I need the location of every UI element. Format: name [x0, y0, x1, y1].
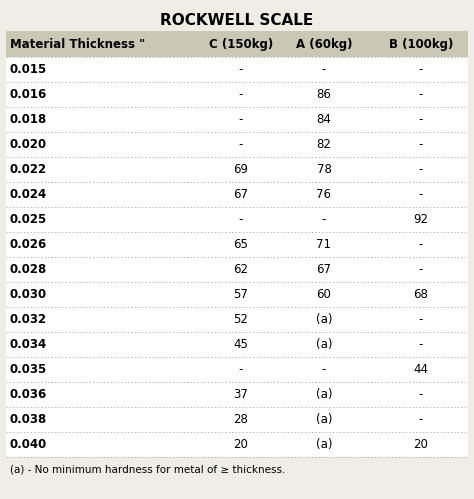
Text: 0.036: 0.036 — [10, 388, 47, 401]
Text: 78: 78 — [317, 163, 331, 176]
Text: A (60kg): A (60kg) — [296, 37, 352, 50]
Text: -: - — [419, 388, 423, 401]
Text: 84: 84 — [317, 113, 331, 126]
Text: 20: 20 — [234, 438, 248, 451]
Text: 0.026: 0.026 — [10, 238, 47, 251]
Text: 71: 71 — [317, 238, 331, 251]
Text: -: - — [419, 313, 423, 326]
Text: -: - — [322, 363, 326, 376]
Text: 67: 67 — [234, 188, 248, 201]
Text: Material Thickness ": Material Thickness " — [10, 37, 145, 50]
Text: 0.015: 0.015 — [10, 63, 47, 76]
Text: 0.022: 0.022 — [10, 163, 47, 176]
Text: ROCKWELL SCALE: ROCKWELL SCALE — [160, 13, 314, 28]
Text: 44: 44 — [413, 363, 428, 376]
Text: -: - — [239, 63, 243, 76]
Text: -: - — [419, 413, 423, 426]
Text: 82: 82 — [317, 138, 331, 151]
Text: 45: 45 — [234, 338, 248, 351]
Text: 0.024: 0.024 — [10, 188, 47, 201]
Text: -: - — [239, 88, 243, 101]
Text: 67: 67 — [317, 263, 331, 276]
Text: 0.025: 0.025 — [10, 213, 47, 226]
Text: (a): (a) — [316, 313, 332, 326]
Text: -: - — [239, 138, 243, 151]
Text: 0.038: 0.038 — [10, 413, 47, 426]
Text: 28: 28 — [234, 413, 248, 426]
Bar — [6, 31, 468, 57]
Text: 60: 60 — [317, 288, 331, 301]
Text: 0.032: 0.032 — [10, 313, 47, 326]
Text: 0.028: 0.028 — [10, 263, 47, 276]
Text: 65: 65 — [234, 238, 248, 251]
Text: 0.016: 0.016 — [10, 88, 47, 101]
Text: -: - — [322, 63, 326, 76]
Text: -: - — [419, 238, 423, 251]
Text: -: - — [322, 213, 326, 226]
Text: -: - — [239, 363, 243, 376]
Text: C (150kg): C (150kg) — [209, 37, 273, 50]
Bar — [6, 57, 468, 457]
Text: -: - — [419, 163, 423, 176]
Text: B (100kg): B (100kg) — [389, 37, 453, 50]
Text: -: - — [419, 138, 423, 151]
Text: -: - — [419, 188, 423, 201]
Text: (a): (a) — [316, 338, 332, 351]
Text: (a): (a) — [316, 388, 332, 401]
Text: 0.034: 0.034 — [10, 338, 47, 351]
Text: 0.040: 0.040 — [10, 438, 47, 451]
Text: 0.018: 0.018 — [10, 113, 47, 126]
Text: 57: 57 — [234, 288, 248, 301]
Text: -: - — [419, 263, 423, 276]
Text: 76: 76 — [317, 188, 331, 201]
Text: -: - — [419, 113, 423, 126]
Text: (a) - No minimum hardness for metal of ≥ thickness.: (a) - No minimum hardness for metal of ≥… — [10, 465, 285, 475]
Text: -: - — [239, 213, 243, 226]
Text: 0.030: 0.030 — [10, 288, 47, 301]
Text: 69: 69 — [234, 163, 248, 176]
Text: 0.035: 0.035 — [10, 363, 47, 376]
Text: 37: 37 — [234, 388, 248, 401]
Text: 62: 62 — [234, 263, 248, 276]
Text: 68: 68 — [413, 288, 428, 301]
Text: -: - — [419, 338, 423, 351]
Text: 52: 52 — [234, 313, 248, 326]
Text: 0.020: 0.020 — [10, 138, 47, 151]
Text: 20: 20 — [413, 438, 428, 451]
Text: (a): (a) — [316, 438, 332, 451]
Text: (a): (a) — [316, 413, 332, 426]
Text: 86: 86 — [317, 88, 331, 101]
Text: -: - — [419, 63, 423, 76]
Text: -: - — [239, 113, 243, 126]
Text: -: - — [419, 88, 423, 101]
Text: 92: 92 — [413, 213, 428, 226]
